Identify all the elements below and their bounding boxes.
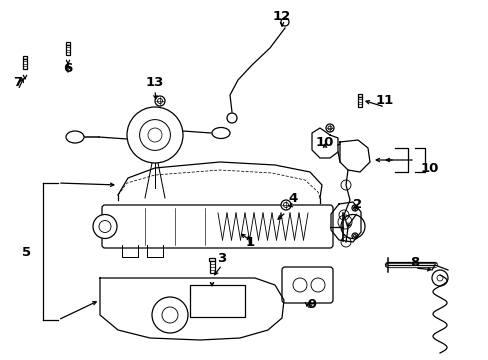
Text: 11: 11	[375, 94, 393, 107]
Circle shape	[155, 96, 164, 106]
Bar	[66, 45, 70, 54]
Text: 12: 12	[272, 9, 290, 22]
Bar	[357, 94, 362, 97]
Bar	[357, 97, 361, 107]
Text: 13: 13	[145, 77, 164, 90]
Circle shape	[351, 205, 357, 211]
Text: 9: 9	[307, 297, 316, 310]
Bar	[65, 41, 70, 45]
Circle shape	[325, 124, 333, 132]
Text: 3: 3	[217, 252, 226, 265]
Text: 8: 8	[409, 256, 419, 269]
Circle shape	[351, 233, 357, 239]
Bar	[209, 261, 214, 273]
Bar	[208, 257, 215, 261]
Text: 1: 1	[245, 235, 254, 248]
Text: 5: 5	[22, 246, 32, 258]
Text: 7: 7	[13, 77, 22, 90]
Text: 2: 2	[353, 198, 362, 211]
Bar	[22, 55, 27, 59]
Bar	[190, 285, 244, 317]
Circle shape	[281, 200, 290, 210]
Text: 10: 10	[315, 136, 333, 149]
Text: 4: 4	[288, 192, 297, 204]
Circle shape	[93, 215, 117, 238]
Text: 6: 6	[63, 62, 73, 75]
Bar	[23, 59, 27, 68]
Text: 10: 10	[420, 162, 438, 175]
